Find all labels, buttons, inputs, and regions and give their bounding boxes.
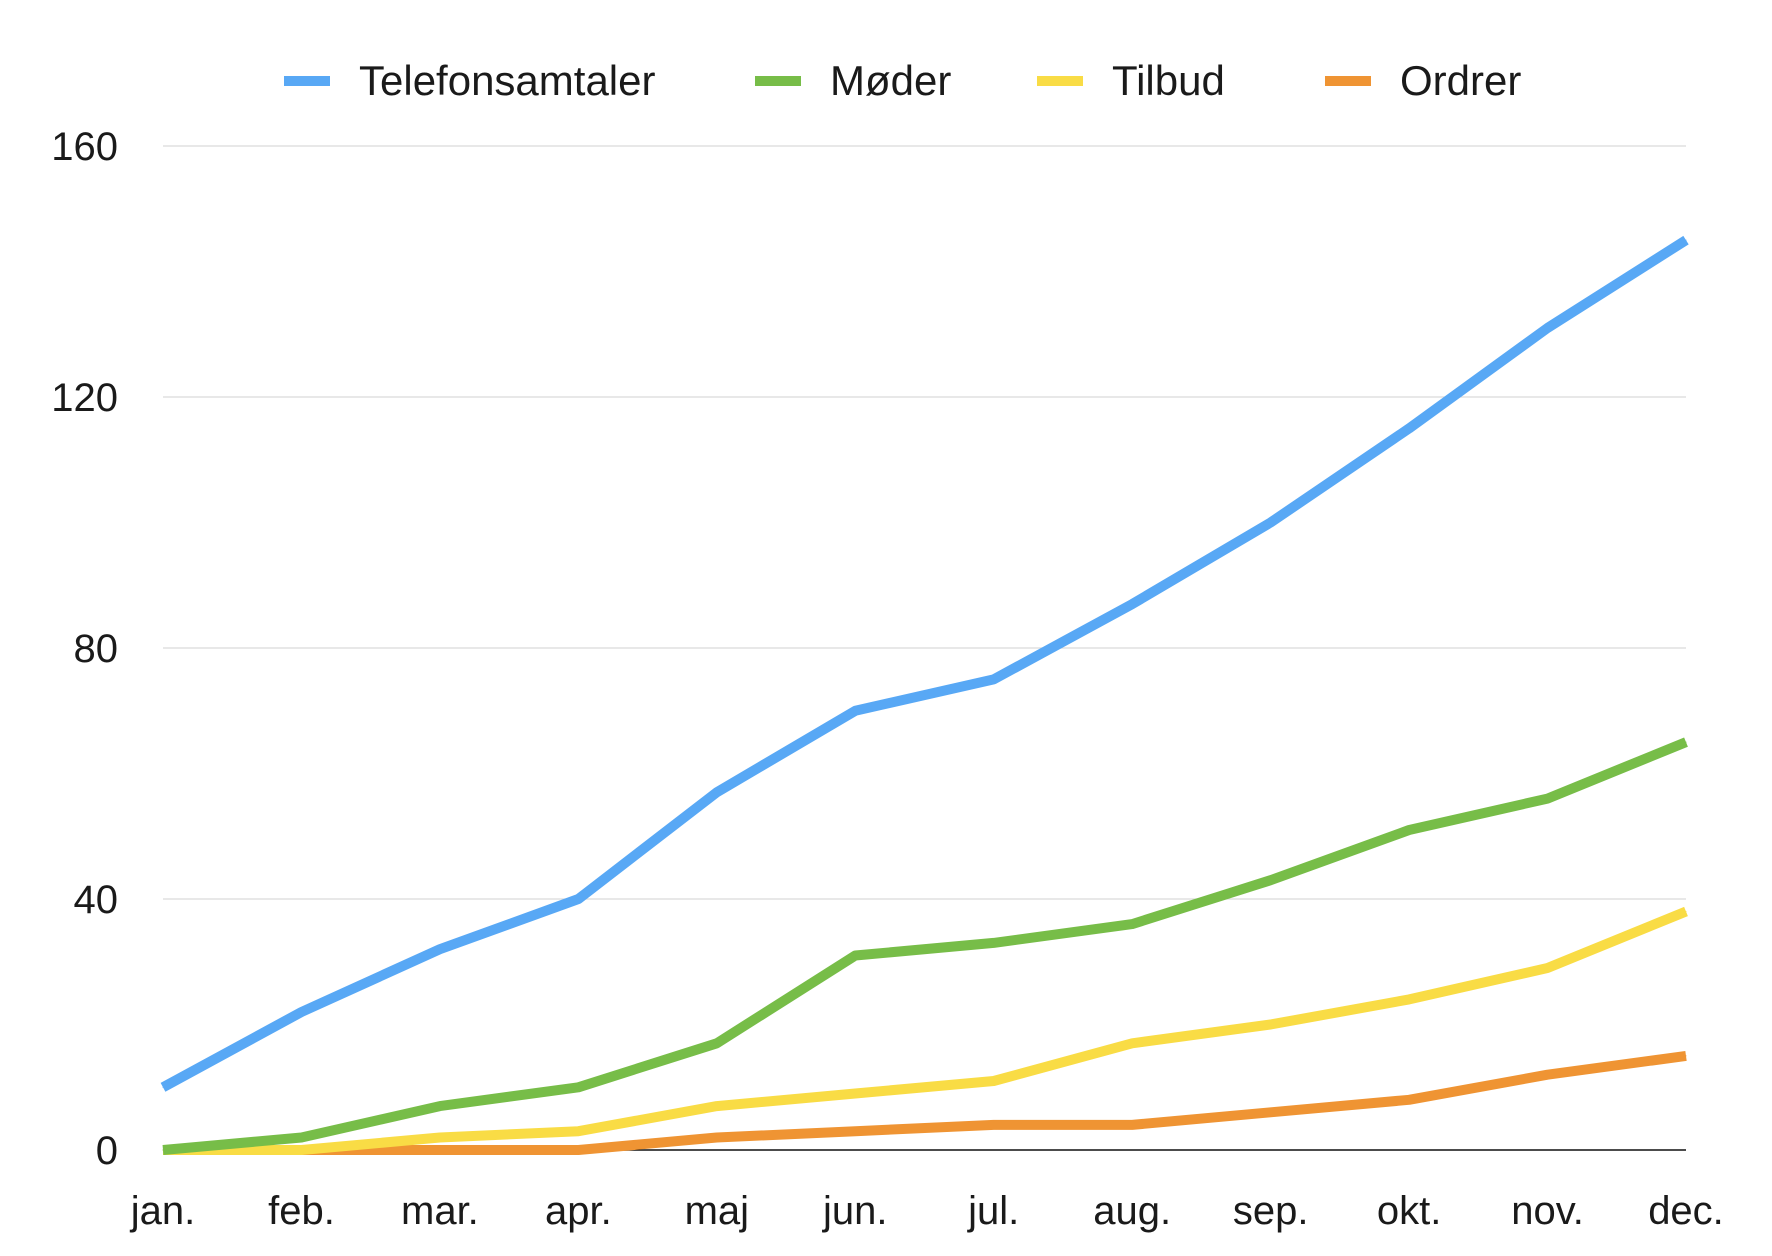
- data-point: [1408, 829, 1410, 831]
- data-point: [162, 1149, 164, 1151]
- data-point: [854, 710, 856, 712]
- data-point: [1547, 967, 1549, 969]
- series-lines: [160, 235, 1689, 1155]
- data-point: [300, 1149, 302, 1151]
- x-tick-label: nov.: [1511, 1189, 1584, 1233]
- x-tick-label: jul.: [967, 1189, 1019, 1233]
- data-point: [1131, 1124, 1133, 1126]
- data-point: [439, 1149, 441, 1151]
- series-line: [162, 737, 1688, 1155]
- data-point: [1685, 239, 1687, 241]
- legend-label: Ordrer: [1400, 57, 1521, 104]
- x-tick-label: aug.: [1093, 1189, 1171, 1233]
- legend-label: Møder: [830, 57, 951, 104]
- x-tick-label: maj: [685, 1189, 749, 1233]
- x-axis: jan. feb. mar. apr. maj jun. jul. aug. sep. okt. n…: [130, 1149, 1724, 1233]
- data-point: [439, 1136, 441, 1138]
- data-point: [1270, 1024, 1272, 1025]
- data-point: [716, 1136, 718, 1138]
- series-line: [160, 235, 1689, 1092]
- legend-label: Tilbud: [1112, 57, 1225, 104]
- data-point: [854, 1093, 856, 1095]
- x-tick-label: jun.: [822, 1189, 888, 1233]
- data-point: [300, 1136, 302, 1138]
- data-point: [854, 954, 856, 956]
- data-point: [854, 1130, 856, 1132]
- data-point: [1270, 522, 1272, 523]
- data-point: [300, 1011, 302, 1013]
- data-point: [993, 1080, 995, 1082]
- data-point: [577, 1149, 579, 1151]
- data-point: [439, 948, 441, 950]
- data-point: [1408, 427, 1410, 429]
- x-tick-label: dec.: [1648, 1189, 1724, 1233]
- data-point: [993, 942, 995, 944]
- data-point: [1270, 1111, 1272, 1113]
- y-tick-label: 120: [51, 376, 118, 420]
- data-point: [716, 791, 718, 793]
- data-point: [1685, 911, 1687, 913]
- data-point: [1408, 1099, 1410, 1101]
- x-tick-label: apr.: [545, 1189, 612, 1233]
- data-point: [1270, 879, 1272, 881]
- y-tick-label: 40: [74, 878, 119, 922]
- data-point: [1685, 741, 1687, 743]
- series-line: [163, 906, 1688, 1155]
- data-point: [577, 1130, 579, 1132]
- x-tick-label: jan.: [130, 1189, 196, 1233]
- data-point: [577, 898, 579, 900]
- y-tick-label: 0: [96, 1129, 118, 1173]
- x-tick-label: feb.: [268, 1189, 335, 1233]
- data-point: [1547, 798, 1549, 800]
- data-point: [993, 1124, 995, 1126]
- data-point: [993, 678, 995, 680]
- data-point: [716, 1042, 718, 1044]
- data-point: [1685, 1055, 1687, 1057]
- y-tick-label: 80: [74, 627, 119, 671]
- data-point: [439, 1105, 441, 1107]
- data-point: [1131, 923, 1133, 925]
- data-point: [1547, 1074, 1549, 1076]
- series-line: [163, 1050, 1687, 1155]
- data-point: [162, 1086, 164, 1088]
- data-point: [716, 1105, 718, 1107]
- legend: Telefonsamtaler Møder Tilbud Ordrer: [284, 57, 1521, 104]
- data-point: [1131, 603, 1133, 605]
- x-tick-label: okt.: [1377, 1189, 1441, 1233]
- data-point: [1131, 1042, 1133, 1044]
- x-tick-label: sep.: [1233, 1189, 1309, 1233]
- legend-label: Telefonsamtaler: [359, 57, 655, 104]
- data-point: [1408, 998, 1410, 1000]
- gridlines: [163, 145, 1686, 900]
- x-tick-label: mar.: [401, 1189, 479, 1233]
- y-axis: 0 40 80 120 160: [51, 125, 118, 1173]
- y-tick-label: 160: [51, 125, 118, 169]
- data-point: [1547, 327, 1549, 329]
- data-point: [577, 1086, 579, 1088]
